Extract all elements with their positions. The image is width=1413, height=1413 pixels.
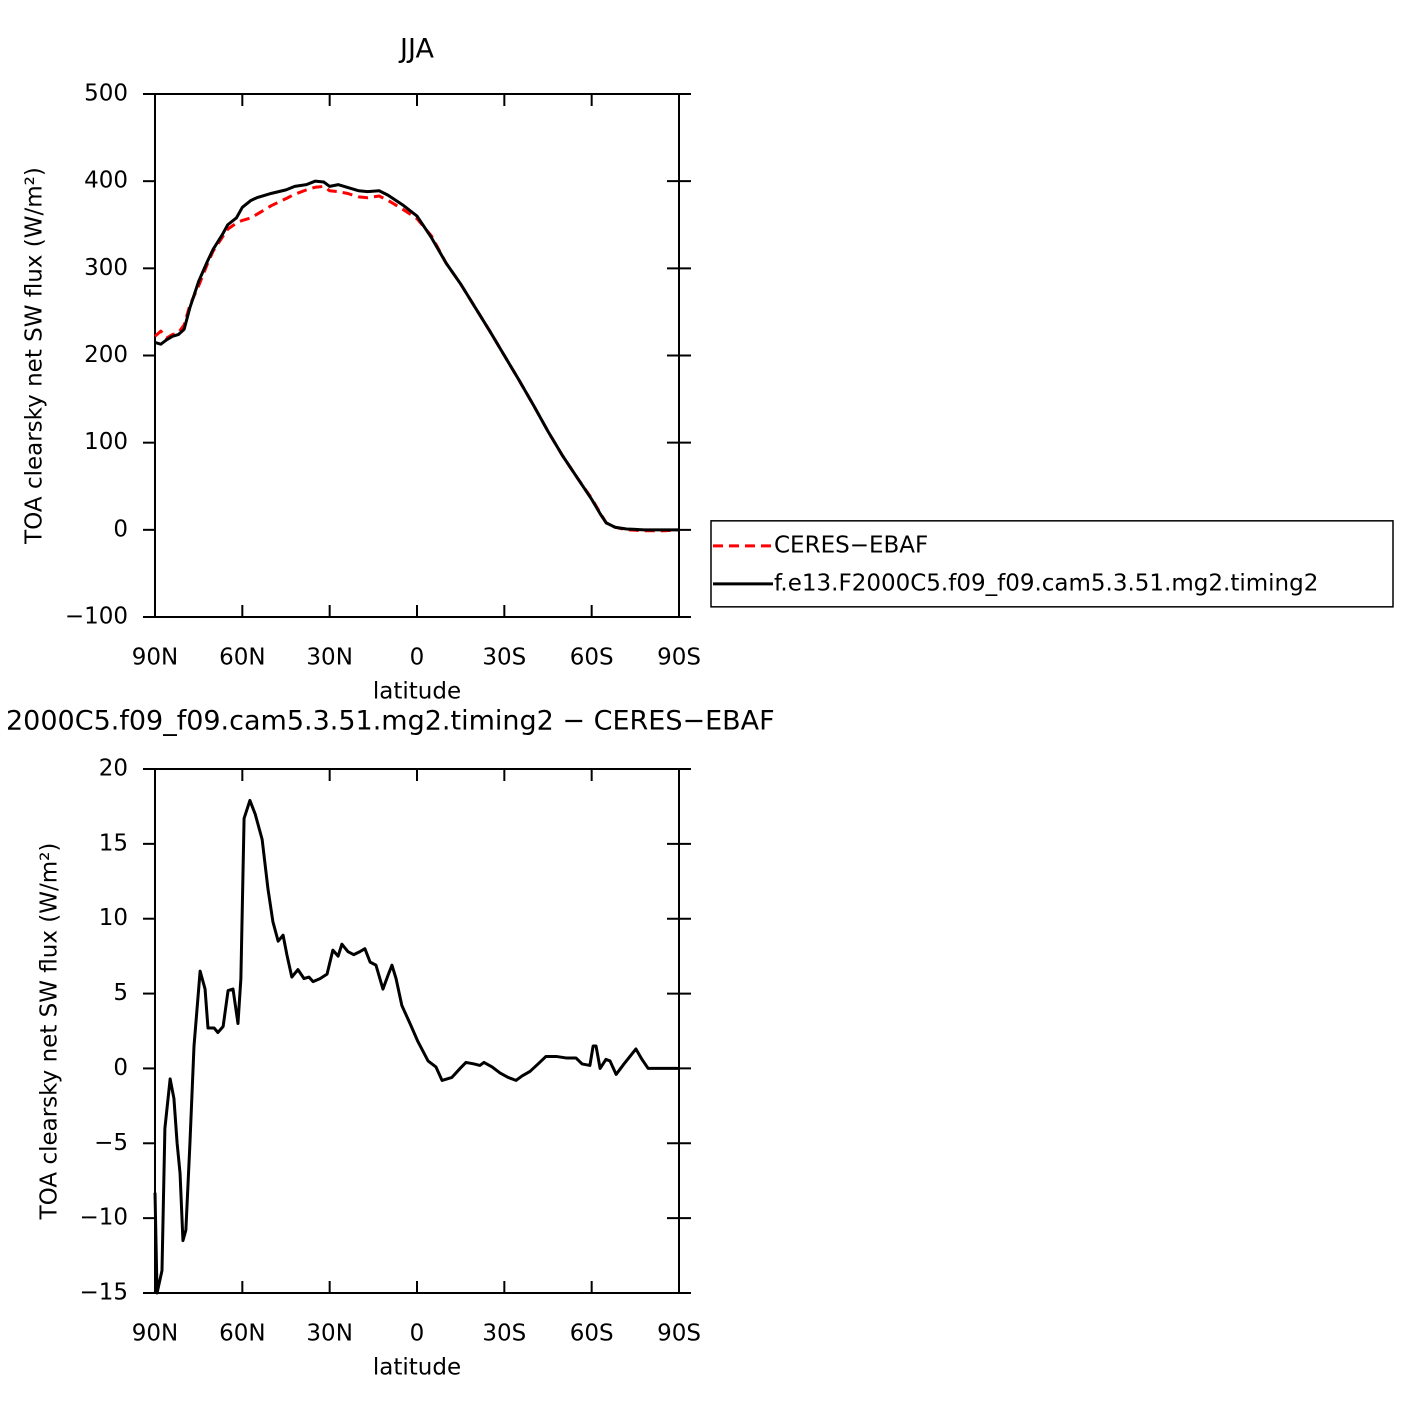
chart-title: JJA xyxy=(398,34,434,65)
x-axis-title: latitude xyxy=(373,1355,461,1381)
y-axis-title: TOA clearsky net SW flux (W/m²) xyxy=(22,167,48,545)
y-tick-label: 10 xyxy=(99,905,128,931)
y-tick-label: −15 xyxy=(79,1280,128,1306)
y-tick-label: −5 xyxy=(94,1130,128,1156)
chart-title: 2000C5.f09_f09.cam5.3.51.mg2.timing2 − C… xyxy=(6,706,775,737)
y-tick-label: 15 xyxy=(99,830,128,856)
y-tick-label: 0 xyxy=(113,516,128,542)
x-tick-label: 90N xyxy=(132,1321,178,1347)
y-tick-label: 400 xyxy=(84,168,128,194)
x-tick-label: 30S xyxy=(482,645,526,671)
y-tick-label: 100 xyxy=(84,429,128,455)
data-line xyxy=(153,798,679,1295)
data-line xyxy=(154,179,679,532)
x-tick-label: 90N xyxy=(132,645,178,671)
legend-label: f.e13.F2000C5.f09_f09.cam5.3.51.mg2.timi… xyxy=(774,570,1318,596)
x-tick-label: 60N xyxy=(219,645,265,671)
x-tick-label: 60S xyxy=(570,1321,614,1347)
y-tick-label: 500 xyxy=(84,81,128,107)
y-tick-label: −100 xyxy=(65,604,128,630)
x-tick-label: 60S xyxy=(570,645,614,671)
y-tick-label: −10 xyxy=(79,1205,128,1231)
y-tick-label: 0 xyxy=(113,1055,128,1081)
x-tick-label: 0 xyxy=(410,1321,425,1347)
x-tick-label: 60N xyxy=(219,1321,265,1347)
x-tick-label: 30N xyxy=(306,1321,352,1347)
legend-label: CERES−EBAF xyxy=(774,532,928,558)
plot-frame xyxy=(154,768,680,1294)
x-tick-label: 30N xyxy=(306,645,352,671)
x-tick-label: 90S xyxy=(657,645,701,671)
y-axis-title: TOA clearsky net SW flux (W/m²) xyxy=(37,843,63,1221)
x-tick-label: 90S xyxy=(657,1321,701,1347)
y-tick-label: 20 xyxy=(99,756,128,782)
legend-box xyxy=(710,520,1394,608)
data-line xyxy=(153,184,680,533)
plot-frame xyxy=(154,93,680,618)
y-tick-label: 200 xyxy=(84,342,128,368)
y-tick-label: 300 xyxy=(84,255,128,281)
x-tick-label: 0 xyxy=(410,645,425,671)
x-tick-label: 30S xyxy=(482,1321,526,1347)
y-tick-label: 5 xyxy=(113,980,128,1006)
x-axis-title: latitude xyxy=(373,679,461,705)
